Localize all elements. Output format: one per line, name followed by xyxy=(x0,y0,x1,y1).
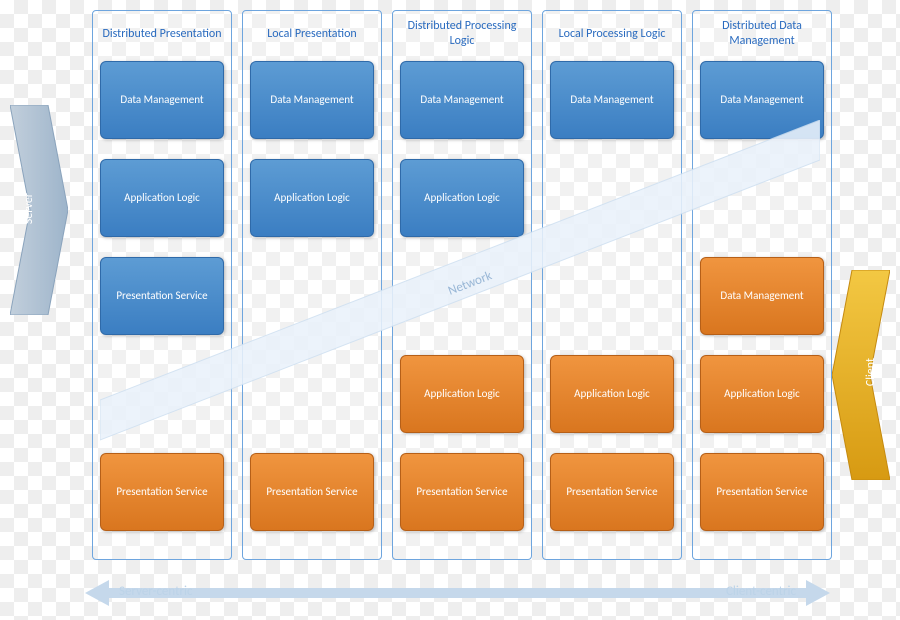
slot: Application Logic xyxy=(99,159,225,237)
column-3: Local Processing Logic Data Management App… xyxy=(542,10,682,560)
slot: Presentation Service xyxy=(99,453,225,531)
slot: Data Management xyxy=(549,61,675,139)
column-slots: Data Management Application Logic Applicat… xyxy=(399,61,525,549)
client-box: Presentation Service xyxy=(550,453,674,531)
server-box: Application Logic xyxy=(400,159,524,237)
client-box: Presentation Service xyxy=(250,453,374,531)
slot: Presentation Service xyxy=(99,257,225,335)
slot: Presentation Service xyxy=(249,453,375,531)
column-header: Local Processing Logic xyxy=(549,17,675,51)
column-slots: Data Management Application Logic Presenta… xyxy=(249,61,375,549)
slot xyxy=(699,159,825,237)
slot xyxy=(549,257,675,335)
client-box: Presentation Service xyxy=(700,453,824,531)
client-box: Presentation Service xyxy=(100,453,224,531)
client-chevron: Client xyxy=(832,270,890,480)
column-header: Distributed Presentation xyxy=(99,17,225,51)
slot: Application Logic xyxy=(699,355,825,433)
server-box: Data Management xyxy=(250,61,374,139)
columns-container: Distributed Presentation Data Management A… xyxy=(92,10,832,560)
slot xyxy=(249,355,375,433)
slot xyxy=(249,257,375,335)
slot: Data Management xyxy=(399,61,525,139)
spectrum-left-label: Server-centric xyxy=(119,584,192,599)
slot xyxy=(549,159,675,237)
slot: Application Logic xyxy=(399,355,525,433)
column-0: Distributed Presentation Data Management A… xyxy=(92,10,232,560)
slot: Presentation Service xyxy=(699,453,825,531)
server-box: Application Logic xyxy=(250,159,374,237)
slot: Application Logic xyxy=(399,159,525,237)
slot: Presentation Service xyxy=(399,453,525,531)
column-slots: Data Management Application Logic Presenta… xyxy=(549,61,675,549)
diagram-stage: Server Client Distributed Presentation Da… xyxy=(0,0,900,620)
server-chevron: Server xyxy=(10,105,68,315)
server-box: Data Management xyxy=(100,61,224,139)
client-box: Application Logic xyxy=(700,355,824,433)
server-box: Application Logic xyxy=(100,159,224,237)
column-1: Local Presentation Data Management Applica… xyxy=(242,10,382,560)
slot: Application Logic xyxy=(249,159,375,237)
column-header: Local Presentation xyxy=(249,17,375,51)
server-box: Data Management xyxy=(700,61,824,139)
slot xyxy=(99,355,225,433)
column-4: Distributed Data Management Data Manageme… xyxy=(692,10,832,560)
slot xyxy=(399,257,525,335)
column-slots: Data Management Data Management Applicatio… xyxy=(699,61,825,549)
slot: Data Management xyxy=(699,61,825,139)
client-box: Application Logic xyxy=(550,355,674,433)
column-slots: Data Management Application Logic Presenta… xyxy=(99,61,225,549)
server-box: Presentation Service xyxy=(100,257,224,335)
slot: Data Management xyxy=(699,257,825,335)
client-box: Presentation Service xyxy=(400,453,524,531)
server-box: Data Management xyxy=(400,61,524,139)
slot: Data Management xyxy=(249,61,375,139)
server-label: Server xyxy=(22,193,36,224)
slot: Presentation Service xyxy=(549,453,675,531)
slot: Application Logic xyxy=(549,355,675,433)
client-label: Client xyxy=(864,358,878,386)
column-header: Distributed Data Management xyxy=(699,17,825,51)
server-box: Data Management xyxy=(550,61,674,139)
column-2: Distributed Processing Logic Data Managem… xyxy=(392,10,532,560)
spectrum-arrow: Server-centric Client-centric xyxy=(85,578,830,608)
spectrum-right-label: Client-centric xyxy=(726,584,796,599)
slot: Data Management xyxy=(99,61,225,139)
client-box: Data Management xyxy=(700,257,824,335)
column-header: Distributed Processing Logic xyxy=(399,17,525,51)
client-box: Application Logic xyxy=(400,355,524,433)
